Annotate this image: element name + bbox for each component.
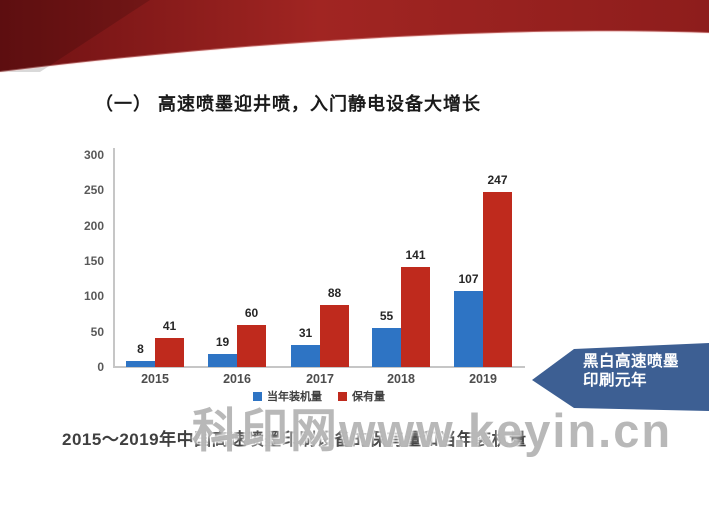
x-tick-label-2017: 2017 bbox=[306, 372, 334, 386]
bar-保有量-2015 bbox=[155, 338, 184, 367]
y-tick-label: 200 bbox=[83, 218, 104, 233]
legend-label: 保有量 bbox=[352, 391, 385, 403]
y-tick-label: 0 bbox=[97, 360, 104, 374]
y-axis-line bbox=[113, 148, 115, 367]
x-tick-label-2019: 2019 bbox=[469, 372, 497, 386]
bar-当年装机量-2018 bbox=[372, 328, 401, 367]
x-axis-line bbox=[113, 366, 525, 368]
chart-legend: 当年装机量 保有量 bbox=[113, 388, 525, 404]
legend-item-保有量: 保有量 bbox=[338, 388, 385, 404]
header-banner-decoration bbox=[0, 0, 709, 73]
bar-保有量-2019 bbox=[483, 192, 512, 367]
y-tick-label: 100 bbox=[83, 289, 104, 304]
bar-value-label: 8 bbox=[137, 342, 144, 357]
bar-当年装机量-2017 bbox=[291, 345, 320, 367]
bar-保有量-2016 bbox=[237, 324, 266, 367]
bar-value-label: 41 bbox=[162, 319, 177, 334]
bar-value-label: 55 bbox=[379, 309, 394, 324]
header-edge-highlight bbox=[0, 30, 709, 73]
bar-保有量-2018 bbox=[401, 267, 430, 367]
y-tick-label: 150 bbox=[83, 254, 104, 268]
x-tick-label-2018: 2018 bbox=[387, 372, 415, 386]
legend-swatch bbox=[338, 391, 347, 401]
y-tick-label: 300 bbox=[83, 148, 104, 162]
header-left-shade bbox=[0, 0, 150, 72]
bar-value-label: 19 bbox=[215, 334, 230, 349]
bar-value-label: 247 bbox=[487, 173, 508, 188]
bar-当年装机量-2016 bbox=[208, 353, 237, 367]
bar-value-label: 141 bbox=[405, 248, 426, 263]
slide-title: （一） 高速喷墨迎井喷，入门静电设备大增长 bbox=[95, 94, 481, 114]
legend-label: 当年装机量 bbox=[267, 391, 322, 403]
x-tick-label-2016: 2016 bbox=[223, 372, 251, 386]
callout-badge-arrow-shape bbox=[532, 343, 709, 411]
legend-swatch bbox=[253, 391, 262, 401]
bar-当年装机量-2015 bbox=[126, 361, 155, 367]
y-tick-label: 250 bbox=[83, 183, 104, 198]
callout-badge-line2: 印刷元年 bbox=[583, 372, 648, 389]
legend-item-当年装机量: 当年装机量 bbox=[253, 388, 322, 404]
bar-保有量-2017 bbox=[320, 304, 349, 367]
y-tick-label: 50 bbox=[90, 324, 104, 339]
chart-caption: 2015～2019年中国高速喷墨印刷设备的保有量和当年装机量 bbox=[62, 430, 527, 449]
bar-value-label: 31 bbox=[298, 326, 313, 341]
callout-badge-text: 黑白高速喷墨 印刷元年 bbox=[583, 352, 709, 390]
bar-当年装机量-2019 bbox=[454, 291, 483, 367]
callout-badge bbox=[532, 343, 709, 411]
callout-badge-line1: 黑白高速喷墨 bbox=[583, 353, 680, 370]
bar-value-label: 60 bbox=[244, 305, 259, 320]
bar-value-label: 88 bbox=[327, 285, 342, 300]
x-tick-label-2015: 2015 bbox=[141, 372, 169, 386]
bar-value-label: 107 bbox=[458, 272, 479, 287]
header-red-shape bbox=[0, 0, 709, 72]
